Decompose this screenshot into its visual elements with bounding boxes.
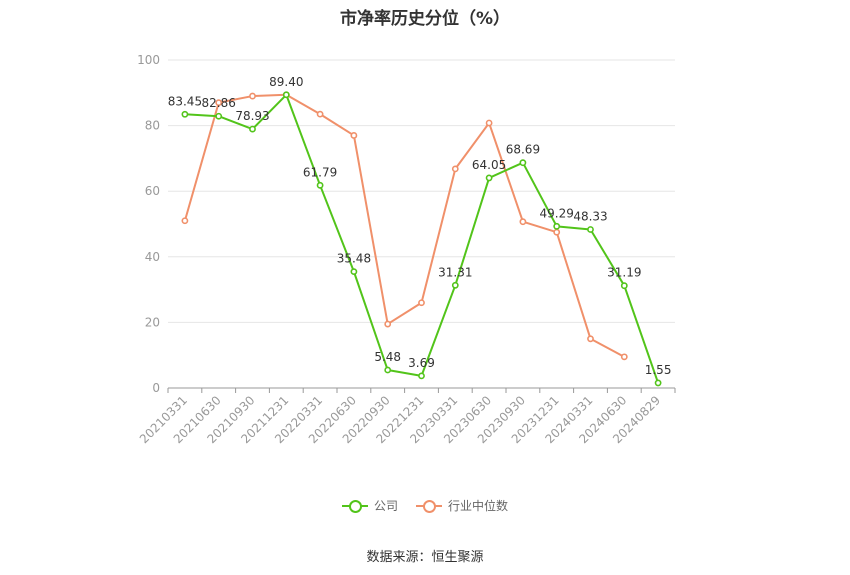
data-point (451, 281, 459, 289)
data-point (215, 99, 223, 107)
data-point (249, 125, 256, 133)
data-label: 35.48 (337, 252, 371, 266)
data-label: 1.55 (645, 363, 672, 377)
legend: 公司 行业中位数 (0, 497, 850, 514)
data-label: 61.79 (303, 165, 337, 179)
data-point (553, 222, 561, 230)
legend-company-label: 公司 (373, 499, 398, 513)
data-point (350, 132, 358, 139)
data-label: 49.29 (540, 206, 574, 220)
data-label: 68.69 (506, 143, 540, 157)
series-line (183, 93, 625, 358)
y-tick-label: 60 (145, 184, 160, 198)
data-point (485, 174, 493, 182)
data-point (316, 110, 324, 118)
data-label: 48.33 (573, 209, 607, 223)
data-point (519, 159, 527, 167)
data-point (384, 366, 392, 374)
axis-layer: 0204060801002021033120210630202109302021… (137, 53, 676, 446)
data-point (451, 165, 459, 173)
legend-industry-label: 行业中位数 (448, 499, 509, 513)
data-point (553, 228, 561, 236)
data-point (519, 218, 527, 226)
data-point (654, 379, 662, 387)
data-label: 82.86 (202, 96, 236, 110)
data-point (418, 299, 425, 307)
y-tick-label: 100 (137, 53, 160, 67)
data-source-note: 数据来源：恒生聚源 (366, 550, 484, 565)
data-label: 78.93 (235, 109, 269, 123)
data-label: 31.19 (607, 266, 641, 280)
data-label: 5.48 (374, 350, 401, 364)
legend-industry-swatch-icon (416, 499, 442, 513)
y-tick-label: 40 (145, 250, 160, 264)
data-label: 89.40 (269, 75, 303, 89)
data-point (418, 372, 425, 380)
grid-layer (168, 59, 675, 323)
legend-company-swatch-icon (341, 499, 368, 513)
data-label: 3.69 (408, 356, 435, 370)
data-label: 83.45 (168, 94, 202, 108)
data-label: 64.05 (472, 158, 506, 172)
data-point (384, 320, 392, 328)
series-line (184, 93, 660, 384)
legend-item-industry[interactable]: 行业中位数 (416, 497, 508, 514)
data-point (620, 353, 628, 361)
y-tick-label: 0 (152, 381, 160, 395)
data-point (316, 181, 324, 189)
data-point (587, 335, 594, 343)
data-point (181, 110, 189, 118)
data-point (350, 268, 358, 276)
data-point (249, 92, 256, 100)
data-point (620, 282, 628, 290)
data-point (485, 119, 493, 127)
data-point (215, 112, 223, 120)
data-label: 31.31 (438, 265, 472, 279)
data-point (181, 217, 189, 225)
y-tick-label: 80 (145, 119, 160, 133)
data-point (282, 91, 290, 99)
chart-title: 市净率历史分位（%） (339, 9, 511, 29)
legend-item-company[interactable]: 公司 (341, 497, 398, 514)
data-point (587, 226, 594, 233)
y-tick-label: 20 (145, 315, 160, 329)
series-layer (181, 91, 662, 387)
